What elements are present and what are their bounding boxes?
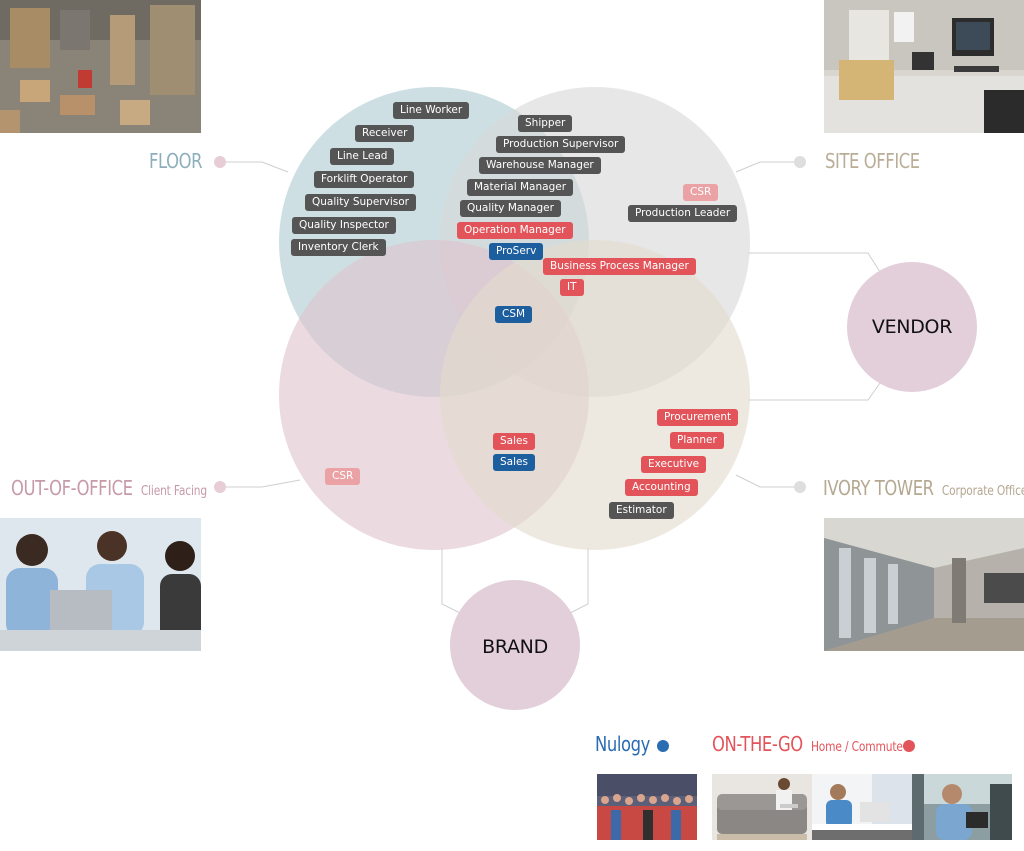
vendor-label: VENDOR — [871, 316, 953, 338]
commute-train-photo — [912, 774, 1012, 840]
role-tag-business-process-manager: Business Process Manager — [543, 258, 696, 275]
role-tag-inventory-clerk: Inventory Clerk — [291, 239, 386, 256]
on-the-go-subtitle: Home / Commute — [810, 740, 903, 755]
role-tag-quality-supervisor: Quality Supervisor — [305, 194, 416, 211]
out-of-office-connector-line — [220, 479, 301, 488]
vendor-circle — [847, 262, 977, 392]
nulogy-legend-label: Nulogy — [595, 732, 650, 756]
floor-connector-dot — [214, 156, 226, 168]
site-office-connector-line — [735, 161, 800, 173]
role-tag-it: IT — [560, 279, 584, 296]
role-tag-production-leader: Production Leader — [628, 205, 738, 222]
role-tag-csm: CSM — [495, 306, 533, 323]
ivory-tower-subtitle: Corporate Office — [941, 484, 1024, 499]
role-tag-forklift-operator: Forklift Operator — [314, 171, 415, 188]
ivory-tower-title: IVORY TOWER Corporate Office — [823, 476, 1024, 500]
brand-label: BRAND — [482, 636, 548, 658]
role-tag-sales-red: Sales — [493, 433, 535, 450]
office-cubicle-photo — [824, 0, 1024, 133]
brand-circle — [450, 580, 580, 710]
role-tag-quality-manager: Quality Manager — [460, 200, 561, 217]
home-couch-photo — [712, 774, 812, 840]
ivory-tower-circle — [440, 240, 750, 550]
role-tag-executive: Executive — [641, 456, 707, 473]
role-tag-shipper: Shipper — [518, 115, 573, 132]
role-tag-sales-blue: Sales — [493, 454, 535, 471]
site-office-connector-dot — [794, 156, 806, 168]
role-tag-out-of-office-csr: CSR — [325, 468, 361, 485]
role-tag-line-lead: Line Lead — [330, 148, 395, 165]
role-tag-material-manager: Material Manager — [467, 179, 574, 196]
warehouse-floor-photo — [0, 0, 201, 133]
role-tag-receiver: Receiver — [355, 125, 415, 142]
role-tag-procurement: Procurement — [657, 409, 739, 426]
corporate-hallway-photo — [824, 518, 1024, 651]
site-office-title: SITE OFFICE — [825, 149, 920, 173]
role-tag-line-worker: Line Worker — [393, 102, 470, 119]
on-the-go-legend-dot — [903, 740, 915, 752]
floor-connector-line — [220, 161, 289, 173]
nulogy-legend-dot — [657, 740, 669, 752]
role-tag-production-supervisor: Production Supervisor — [496, 136, 626, 153]
role-tag-accounting: Accounting — [625, 479, 698, 496]
role-tag-site-office-csr: CSR — [683, 184, 719, 201]
vendor-connector-line — [748, 252, 881, 401]
role-tag-operation-manager: Operation Manager — [457, 222, 573, 239]
out-of-office-title: OUT-OF-OFFICE Client Facing — [11, 476, 207, 500]
client-meeting-photo — [0, 518, 201, 651]
role-tag-warehouse-manager: Warehouse Manager — [479, 157, 601, 174]
on-the-go-legend-label: ON-THE-GO Home / Commute — [712, 732, 903, 756]
role-tag-quality-inspector: Quality Inspector — [292, 217, 396, 234]
nulogy-team-photo — [597, 774, 697, 840]
home-desk-photo — [812, 774, 912, 840]
brand-connector-line — [441, 548, 589, 615]
out-of-office-connector-dot — [214, 481, 226, 493]
role-tag-proserv: ProServ — [489, 243, 544, 260]
floor-title: FLOOR — [149, 149, 203, 173]
ivory-tower-connector-line — [735, 474, 800, 488]
out-of-office-subtitle: Client Facing — [140, 484, 207, 499]
role-tag-planner: Planner — [670, 432, 724, 449]
role-tag-estimator: Estimator — [609, 502, 674, 519]
ivory-tower-connector-dot — [794, 481, 806, 493]
